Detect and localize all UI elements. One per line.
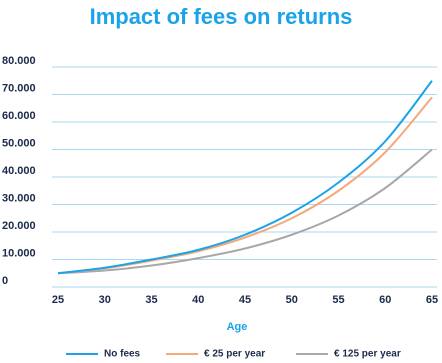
y-tick-label: 10.000 — [2, 247, 36, 259]
legend-label: € 25 per year — [204, 349, 265, 360]
y-tick-label: 60.000 — [2, 110, 36, 122]
series-line — [57, 148, 433, 275]
y-tick-label: 20.000 — [2, 220, 36, 232]
chart-title: Impact of fees on returns — [90, 4, 353, 29]
x-tick-label: 40 — [192, 294, 204, 306]
series-line — [57, 96, 433, 275]
x-tick-label: 30 — [99, 294, 111, 306]
x-tick-label: 50 — [286, 294, 298, 306]
y-tick-label: 50.000 — [2, 137, 36, 149]
y-tick-label: 80.000 — [2, 55, 36, 67]
y-tick-label: 30.000 — [2, 192, 36, 204]
y-tick-label: 40.000 — [2, 165, 36, 177]
x-tick-label: 45 — [239, 294, 251, 306]
x-tick-label: 65 — [426, 294, 438, 306]
series-line — [57, 80, 433, 275]
x-tick-label: 60 — [379, 294, 391, 306]
x-tick-label: 25 — [52, 294, 64, 306]
x-axis-label: Age — [227, 321, 248, 333]
y-tick-label: 70.000 — [2, 82, 36, 94]
x-tick-label: 35 — [145, 294, 157, 306]
legend-label: € 125 per year — [334, 349, 401, 360]
x-tick-label: 55 — [332, 294, 344, 306]
y-tick-label: 0 — [2, 275, 8, 287]
legend-label: No fees — [104, 349, 141, 360]
